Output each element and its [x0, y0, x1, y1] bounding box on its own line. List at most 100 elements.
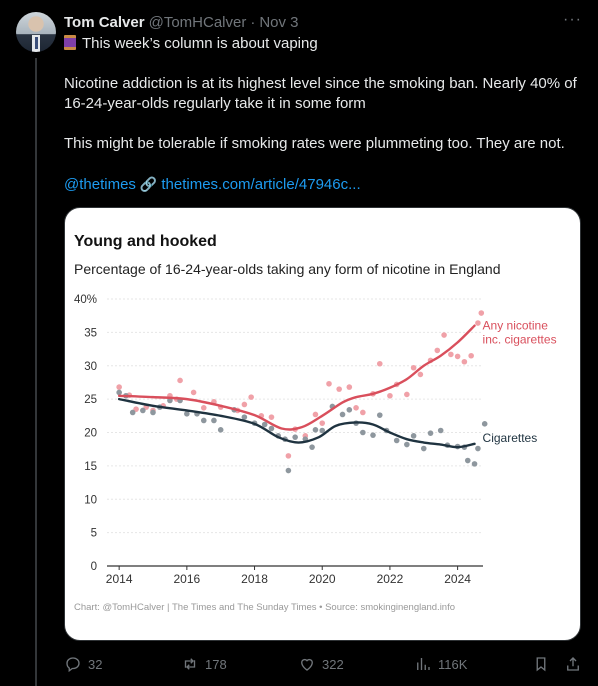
like-button[interactable]: 322	[298, 655, 344, 673]
data-point	[387, 392, 393, 399]
repost-count: 178	[205, 656, 227, 672]
data-point	[376, 360, 383, 367]
data-point	[200, 417, 207, 424]
action-bar: 32 178 322 116K	[64, 655, 584, 675]
avatar[interactable]	[16, 12, 56, 52]
data-point	[292, 434, 298, 440]
repost-button[interactable]: 178	[181, 655, 227, 673]
data-point	[268, 425, 275, 432]
tweet-paragraph-2: Nicotine addiction is at its highest lev…	[64, 75, 577, 112]
series-line	[117, 397, 476, 449]
separator: ·	[250, 13, 256, 31]
thread-spool-icon	[64, 35, 76, 50]
series-label-line: Any nicotine	[483, 319, 549, 333]
data-point	[116, 384, 122, 390]
series-label: Any nicotine inc. cigarettes	[483, 319, 557, 347]
data-point	[346, 407, 353, 413]
y-tick-label: 0	[91, 561, 97, 573]
y-tick-label: 5	[91, 528, 97, 540]
heart-icon	[301, 658, 313, 671]
data-point	[129, 409, 136, 416]
data-point	[140, 407, 146, 414]
data-point	[261, 421, 268, 428]
data-point	[200, 405, 207, 411]
tweet-line-1: This week’s column is about vaping	[82, 35, 318, 52]
data-point	[475, 320, 481, 326]
data-point	[437, 427, 444, 434]
more-options-icon[interactable]: ···	[563, 11, 582, 28]
y-tick-label: 25	[84, 394, 97, 406]
views-icon	[417, 658, 430, 670]
chart-subtitle: Percentage of 16-24-year-olds taking any…	[74, 261, 500, 277]
bookmark-icon	[536, 657, 546, 672]
data-point	[420, 445, 427, 452]
y-tick-label: 15	[84, 461, 97, 473]
data-point	[177, 377, 183, 384]
data-point	[285, 467, 292, 474]
data-point	[211, 417, 217, 424]
data-point	[285, 453, 292, 459]
data-point	[417, 371, 424, 378]
data-point	[481, 421, 488, 427]
data-point	[346, 384, 353, 390]
data-point	[336, 386, 342, 392]
author-name[interactable]: Tom Calver	[64, 13, 145, 31]
data-point	[461, 358, 468, 365]
data-point	[448, 351, 454, 358]
author-handle[interactable]: @TomHCalver	[148, 13, 247, 31]
data-point	[464, 457, 471, 464]
share-icon	[567, 657, 579, 671]
tweet-date[interactable]: Nov 3	[259, 13, 299, 31]
series-label: Cigarettes	[483, 431, 538, 445]
avatar-tie	[35, 37, 38, 49]
article-link[interactable]: thetimes.com/article/47946c...	[161, 176, 361, 193]
x-tick-label: 2014	[106, 572, 133, 586]
data-point	[404, 441, 410, 448]
x-tick-label: 2018	[241, 572, 268, 586]
x-tick-label: 2016	[173, 572, 200, 586]
data-point	[404, 391, 410, 398]
chart-title: Young and hooked	[74, 233, 217, 250]
tweet-paragraph-3: This might be tolerable if smoking rates…	[64, 135, 565, 152]
mention-link[interactable]: @thetimes	[64, 176, 136, 193]
data-point	[454, 353, 461, 360]
data-point	[360, 409, 366, 416]
data-point	[393, 437, 400, 444]
tweet-header: Tom Calver @TomHCalver · Nov 3	[64, 12, 299, 32]
data-point	[312, 427, 319, 433]
data-point	[319, 420, 326, 426]
share-button[interactable]	[564, 655, 582, 673]
data-point	[116, 389, 122, 396]
data-point	[468, 352, 474, 359]
data-point	[410, 364, 417, 371]
data-point	[217, 427, 224, 433]
data-point	[248, 394, 254, 400]
bookmark-button[interactable]	[532, 655, 550, 673]
y-tick-label: 40%	[74, 294, 97, 306]
data-point	[184, 411, 190, 417]
reply-count: 32	[88, 656, 103, 672]
data-point	[410, 433, 417, 439]
x-tick-label: 2020	[309, 572, 336, 586]
reply-icon	[66, 657, 80, 673]
y-tick-label: 35	[84, 327, 97, 339]
data-point	[241, 401, 248, 408]
data-point	[353, 405, 359, 411]
data-point	[319, 427, 326, 434]
views-button[interactable]: 116K	[414, 655, 467, 673]
chart-card[interactable]: Young and hooked Percentage of 16-24-yea…	[64, 207, 581, 641]
y-tick-label: 10	[84, 494, 97, 506]
data-point	[370, 432, 376, 438]
thread-line	[35, 58, 37, 686]
data-point	[309, 444, 315, 450]
reply-button[interactable]: 32	[64, 655, 102, 673]
like-count: 322	[322, 656, 344, 672]
data-point	[326, 380, 332, 387]
series-line	[117, 324, 476, 431]
data-point	[312, 411, 319, 418]
data-point	[478, 310, 485, 316]
data-point	[475, 445, 481, 452]
link-icon: 🔗	[139, 176, 158, 192]
data-point	[150, 409, 156, 416]
data-point	[376, 412, 383, 418]
